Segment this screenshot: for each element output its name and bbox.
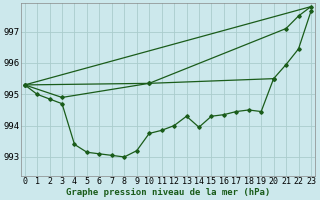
- X-axis label: Graphe pression niveau de la mer (hPa): Graphe pression niveau de la mer (hPa): [66, 188, 270, 197]
